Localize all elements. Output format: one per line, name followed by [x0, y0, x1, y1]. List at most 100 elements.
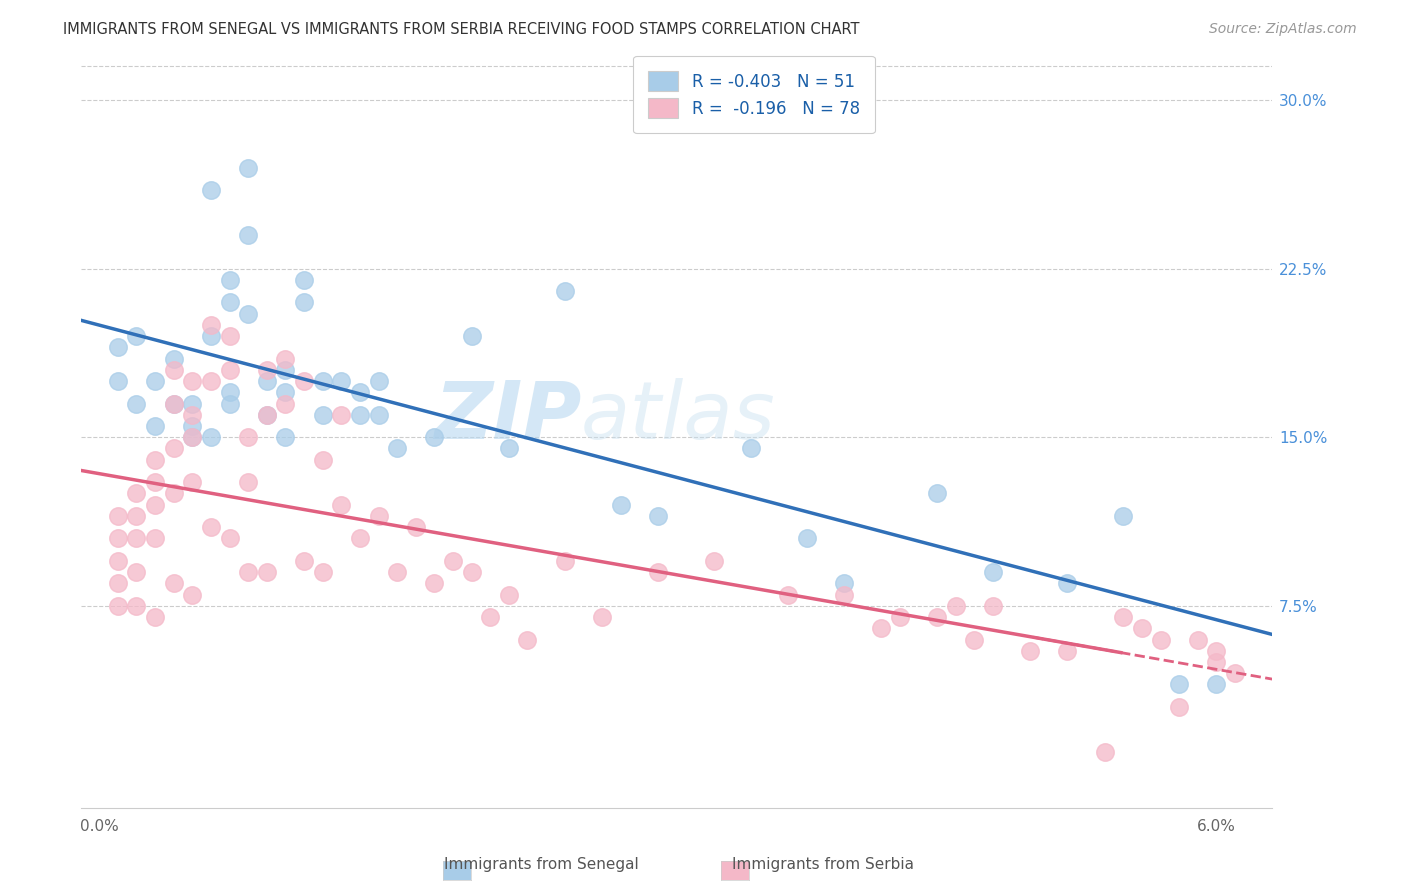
Point — [832, 576, 855, 591]
Point — [367, 374, 389, 388]
Point — [238, 227, 260, 242]
Point — [740, 442, 762, 456]
Point — [200, 318, 222, 332]
Point — [143, 498, 166, 512]
Point — [1205, 677, 1227, 691]
Point — [647, 508, 669, 523]
Point — [292, 295, 315, 310]
Point — [292, 273, 315, 287]
Point — [218, 273, 240, 287]
Point — [1112, 610, 1135, 624]
Point — [516, 632, 538, 647]
Point — [274, 396, 297, 410]
Point — [200, 329, 222, 343]
Point — [125, 565, 148, 579]
Point — [125, 329, 148, 343]
Point — [311, 452, 333, 467]
Point — [554, 284, 576, 298]
Point — [125, 396, 148, 410]
Point — [181, 475, 204, 490]
Point — [238, 307, 260, 321]
Point — [200, 374, 222, 388]
Point — [498, 588, 520, 602]
Point — [981, 599, 1004, 613]
Point — [218, 329, 240, 343]
Point — [311, 565, 333, 579]
Point — [927, 486, 949, 500]
Point — [460, 329, 482, 343]
Point — [218, 295, 240, 310]
Point — [274, 351, 297, 366]
Point — [498, 442, 520, 456]
Point — [107, 576, 129, 591]
Point — [1168, 700, 1191, 714]
Point — [218, 532, 240, 546]
Point — [107, 340, 129, 354]
Point — [591, 610, 613, 624]
Text: IMMIGRANTS FROM SENEGAL VS IMMIGRANTS FROM SERBIA RECEIVING FOOD STAMPS CORRELAT: IMMIGRANTS FROM SENEGAL VS IMMIGRANTS FR… — [63, 22, 860, 37]
Point — [107, 508, 129, 523]
Point — [292, 374, 315, 388]
Point — [125, 532, 148, 546]
Point — [256, 408, 278, 422]
Point — [1168, 677, 1191, 691]
Point — [274, 363, 297, 377]
Text: Source: ZipAtlas.com: Source: ZipAtlas.com — [1209, 22, 1357, 37]
Point — [554, 554, 576, 568]
Point — [218, 363, 240, 377]
Point — [1056, 644, 1078, 658]
Point — [143, 452, 166, 467]
Point — [311, 374, 333, 388]
Point — [256, 374, 278, 388]
Point — [1205, 644, 1227, 658]
Point — [963, 632, 986, 647]
Point — [163, 576, 186, 591]
Point — [163, 396, 186, 410]
Point — [181, 430, 204, 444]
Point — [107, 532, 129, 546]
Point — [423, 430, 446, 444]
Point — [479, 610, 502, 624]
Point — [1223, 666, 1246, 681]
Point — [1149, 632, 1171, 647]
Point — [163, 351, 186, 366]
Text: ZIP: ZIP — [433, 377, 581, 456]
Point — [292, 554, 315, 568]
Point — [796, 532, 818, 546]
Point — [200, 183, 222, 197]
Point — [181, 419, 204, 434]
Text: atlas: atlas — [581, 377, 776, 456]
Point — [181, 588, 204, 602]
Point — [385, 442, 408, 456]
Point — [163, 442, 186, 456]
Point — [349, 385, 371, 400]
Point — [385, 565, 408, 579]
Point — [927, 610, 949, 624]
Point — [238, 161, 260, 175]
Point — [143, 475, 166, 490]
Point — [163, 486, 186, 500]
Point — [1130, 621, 1153, 635]
Point — [311, 408, 333, 422]
Point — [1094, 745, 1116, 759]
Point — [163, 396, 186, 410]
Point — [107, 554, 129, 568]
Point — [1187, 632, 1209, 647]
Point — [330, 408, 353, 422]
Point — [889, 610, 911, 624]
Point — [143, 374, 166, 388]
Point — [703, 554, 725, 568]
Text: Immigrants from Serbia: Immigrants from Serbia — [731, 857, 914, 872]
Point — [256, 565, 278, 579]
Text: Immigrants from Senegal: Immigrants from Senegal — [444, 857, 638, 872]
Point — [238, 430, 260, 444]
Point — [181, 408, 204, 422]
Point — [1112, 508, 1135, 523]
Point — [349, 408, 371, 422]
Point — [218, 385, 240, 400]
Point — [1056, 576, 1078, 591]
Point — [107, 374, 129, 388]
Point — [423, 576, 446, 591]
Point — [981, 565, 1004, 579]
Point — [330, 374, 353, 388]
